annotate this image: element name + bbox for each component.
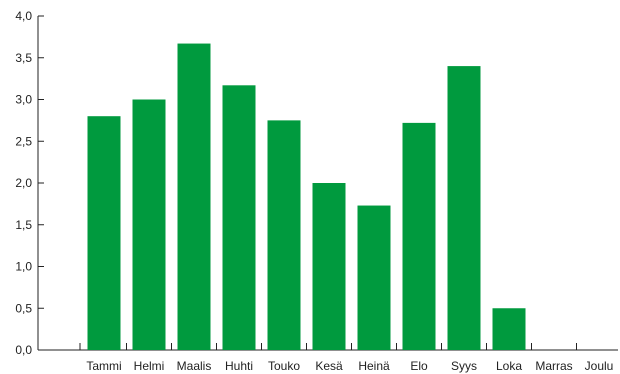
- bar-tammi: [87, 116, 121, 350]
- y-tick-label: 3,0: [15, 93, 32, 107]
- bar-kesä: [312, 183, 346, 350]
- y-tick-label: 3,5: [15, 51, 32, 65]
- x-tick-label: Joulu: [585, 359, 614, 373]
- bar-loka: [492, 308, 526, 350]
- x-tick-label: Heinä: [358, 359, 390, 373]
- y-tick-label: 0,0: [15, 343, 32, 357]
- y-tick-label: 4,0: [15, 9, 32, 23]
- bar-huhti: [222, 85, 256, 351]
- y-tick-label: 2,0: [15, 176, 32, 190]
- x-tick-label: Maalis: [177, 359, 212, 373]
- bar-heinä: [357, 205, 391, 350]
- y-tick-label: 1,0: [15, 260, 32, 274]
- x-tick-label: Tammi: [86, 359, 121, 373]
- bar-elo: [402, 122, 436, 350]
- bar-touko: [267, 120, 301, 350]
- x-tick-label: Huhti: [225, 359, 253, 373]
- x-tick-label: Marras: [535, 359, 572, 373]
- bar-maalis: [177, 43, 211, 351]
- x-tick-label: Elo: [410, 359, 428, 373]
- bars: [87, 43, 526, 351]
- bar-helmi: [132, 99, 166, 350]
- x-tick-label: Kesä: [315, 359, 343, 373]
- x-tick-label: Loka: [496, 359, 522, 373]
- y-tick-label: 0,5: [15, 301, 32, 315]
- bar-syys: [447, 66, 481, 350]
- y-tick-label: 1,5: [15, 218, 32, 232]
- y-tick-label: 2,5: [15, 134, 32, 148]
- y-axis: 0,0 0,5 1,0 1,5 2,0 2,5 3,0 3,5 4,0: [15, 9, 44, 357]
- x-tick-label: Syys: [451, 359, 477, 373]
- x-tick-label: Helmi: [134, 359, 165, 373]
- x-tick-label: Touko: [268, 359, 300, 373]
